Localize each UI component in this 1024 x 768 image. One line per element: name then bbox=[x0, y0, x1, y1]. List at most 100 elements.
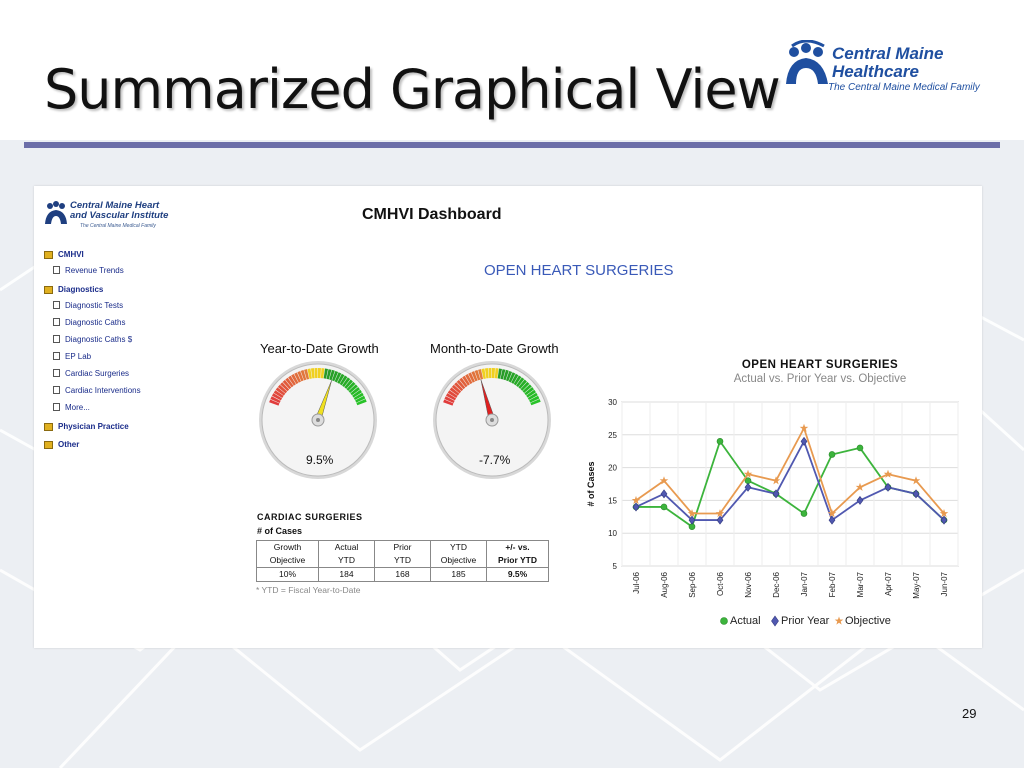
gauge-band-segment bbox=[310, 368, 315, 379]
nav-item-ep-lab[interactable]: EP Lab bbox=[44, 348, 141, 365]
gauge-band-segment bbox=[520, 381, 530, 391]
gauge-band-segment bbox=[503, 369, 509, 381]
gauge-band-segment bbox=[444, 396, 455, 403]
data-point bbox=[743, 469, 753, 478]
gauge-band-segment bbox=[323, 368, 328, 379]
nav-item-diagnostic-caths-dollars[interactable]: Diagnostic Caths $ bbox=[44, 331, 141, 348]
gauge-band-segment bbox=[484, 368, 489, 379]
family-logo-icon bbox=[786, 40, 828, 84]
dashboard-subtitle: OPEN HEART SURGERIES bbox=[484, 262, 674, 279]
gauge-hub-center bbox=[490, 418, 494, 422]
nav-item-cardiac-surgeries[interactable]: Cardiac Surgeries bbox=[44, 365, 141, 382]
gauge-hub-center bbox=[316, 418, 320, 422]
table-row: 10% 184 168 185 9.5% bbox=[256, 567, 549, 582]
legend-marker bbox=[771, 615, 779, 627]
data-point bbox=[828, 451, 836, 458]
table-header-cell: Objective bbox=[430, 554, 487, 568]
gauge-band-segment bbox=[481, 368, 486, 379]
document-icon bbox=[53, 301, 60, 309]
gauge-band-segment bbox=[471, 371, 478, 382]
gauge-band-segment bbox=[356, 398, 367, 406]
gauge-band-segment bbox=[307, 368, 312, 379]
nav-item-diagnostic-tests[interactable]: Diagnostic Tests bbox=[44, 297, 141, 314]
y-tick-label: 20 bbox=[608, 464, 617, 473]
table-header-cell: YTD bbox=[374, 554, 431, 568]
nav-item-cardiac-interventions[interactable]: Cardiac Interventions bbox=[44, 382, 141, 399]
gauge-band-segment bbox=[326, 369, 332, 380]
data-point bbox=[856, 495, 864, 505]
gauge-band-segment bbox=[353, 392, 364, 401]
data-point bbox=[715, 509, 725, 518]
series-line-objective bbox=[635, 425, 945, 516]
nav-item-more[interactable]: More... bbox=[44, 399, 141, 416]
gauge-band-segment bbox=[273, 390, 284, 398]
gauge-band-segment bbox=[513, 375, 522, 386]
gauge-band-segment bbox=[355, 395, 366, 403]
document-icon bbox=[53, 335, 60, 343]
gauge-band-segment bbox=[522, 384, 532, 393]
x-tick-label: Jul-06 bbox=[632, 571, 641, 593]
data-point bbox=[771, 476, 781, 485]
gauge-band-segment bbox=[527, 392, 538, 401]
gauge-band-segment bbox=[270, 396, 281, 403]
gauge-band-segment bbox=[318, 368, 321, 379]
gauge-band-segment bbox=[474, 370, 481, 381]
gauge-band-segment bbox=[462, 375, 470, 386]
data-point bbox=[660, 489, 668, 499]
table-header-row: Objective YTD YTD Objective Prior YTD bbox=[256, 554, 549, 568]
nav-item-revenue-trends[interactable]: Revenue Trends bbox=[44, 262, 141, 279]
document-icon bbox=[53, 266, 60, 274]
nav-section-other[interactable]: Other bbox=[44, 438, 141, 452]
folder-closed-icon bbox=[44, 423, 53, 431]
x-tick-label: May-07 bbox=[912, 571, 921, 598]
x-tick-label: Nov-06 bbox=[744, 571, 753, 597]
nav-section-physician-practice[interactable]: Physician Practice bbox=[44, 420, 141, 434]
gauge-band-segment bbox=[352, 389, 362, 398]
mtd-gauge-value: -7.7% bbox=[479, 453, 511, 467]
data-point bbox=[631, 495, 641, 505]
ytd-growth-gauge bbox=[259, 361, 377, 479]
nav-section-cmhvi[interactable]: CMHVI bbox=[44, 248, 141, 262]
y-tick-label: 10 bbox=[608, 529, 617, 538]
gauge-band-segment bbox=[488, 368, 492, 379]
table-header-cell: YTD bbox=[318, 554, 375, 568]
data-point bbox=[799, 423, 809, 432]
gauge-band-segment bbox=[497, 368, 502, 379]
table-header-cell: YTD bbox=[430, 540, 487, 554]
table-cell: 168 bbox=[374, 567, 431, 582]
data-point bbox=[855, 482, 865, 491]
gauge-band-segment bbox=[451, 384, 462, 394]
x-tick-label: Jan-07 bbox=[800, 571, 809, 596]
table-header-cell: Actual bbox=[318, 540, 375, 554]
gauge-band-segment bbox=[320, 368, 325, 379]
x-tick-label: Feb-07 bbox=[828, 571, 837, 597]
x-tick-label: Aug-06 bbox=[660, 571, 669, 597]
gauge-band-segment bbox=[449, 387, 460, 396]
cardiac-surgeries-table: Growth Actual Prior YTD +/- vs. Objectiv… bbox=[256, 540, 549, 582]
gauge-band-segment bbox=[277, 384, 288, 394]
gauge-band-segment bbox=[459, 377, 468, 388]
data-point bbox=[687, 509, 697, 518]
data-point bbox=[884, 482, 892, 492]
gauge-band-segment bbox=[331, 370, 339, 382]
page-number: 29 bbox=[962, 706, 977, 721]
data-point bbox=[716, 515, 724, 525]
title-rule bbox=[24, 142, 1000, 148]
gauge-band-segment bbox=[346, 381, 356, 391]
gauge-band-segment bbox=[447, 390, 458, 398]
chart-title: OPEN HEART SURGERIES bbox=[742, 359, 898, 371]
data-point bbox=[827, 509, 837, 518]
gauge-band-segment bbox=[314, 368, 318, 379]
table-cell: 9.5% bbox=[486, 567, 549, 582]
ytd-gauge-value: 9.5% bbox=[306, 453, 334, 467]
legend-marker bbox=[834, 616, 844, 625]
nav-section-diagnostics[interactable]: Diagnostics bbox=[44, 283, 141, 297]
x-tick-label: Oct-06 bbox=[716, 571, 725, 596]
gauge-band-segment bbox=[526, 389, 536, 398]
gauge-band-segment bbox=[443, 399, 454, 406]
document-icon bbox=[53, 386, 60, 394]
table-title: CARDIAC SURGERIES bbox=[257, 512, 363, 522]
gauge-band-segment bbox=[456, 379, 466, 390]
nav-item-diagnostic-caths[interactable]: Diagnostic Caths bbox=[44, 314, 141, 331]
cmhvi-logo-line2: and Vascular Institute bbox=[70, 210, 169, 221]
